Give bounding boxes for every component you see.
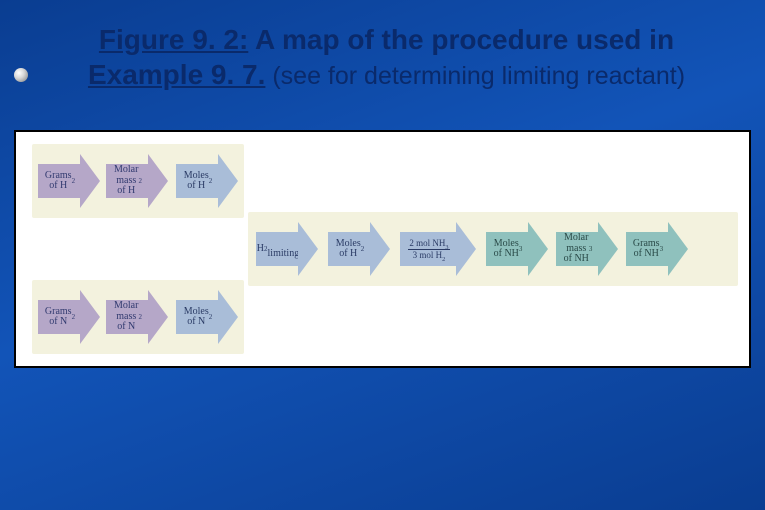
diagram-frame: Gramsof H2 Molarmassof H2 Molesof H2 Gramso… — [14, 130, 751, 368]
arrow-h2-limiting: H2limiting — [256, 222, 318, 276]
arrow-ratio: 2 mol NH33 mol H2 — [400, 222, 476, 276]
title-example-ref: Example 9. 7. — [88, 59, 265, 90]
arrow-head-grams-n2 — [80, 290, 100, 344]
arrow-head-mmass-nh3 — [598, 222, 618, 276]
arrow-label-mmass-n2: Molarmassof N2 — [106, 300, 148, 334]
arrow-label-mmass-h2: Molarmassof H2 — [106, 164, 148, 198]
arrow-moles-h2-1: Molesof H2 — [176, 154, 238, 208]
arrow-head-mmass-n2 — [148, 290, 168, 344]
arrow-label-ratio: 2 mol NH33 mol H2 — [400, 232, 456, 266]
arrow-mmass-h2: Molarmassof H2 — [106, 154, 168, 208]
slide-bullet — [14, 68, 28, 82]
title-subtext: (see for determining limiting reactant) — [265, 62, 685, 90]
arrow-mmass-n2: Molarmassof N2 — [106, 290, 168, 344]
arrow-head-h2-limiting — [298, 222, 318, 276]
arrow-label-grams-n2: Gramsof N2 — [38, 300, 80, 334]
arrow-head-moles-nh3 — [528, 222, 548, 276]
arrow-label-moles-h2-2: Molesof H2 — [328, 232, 370, 266]
arrow-label-moles-nh3: Molesof NH3 — [486, 232, 528, 266]
arrow-moles-h2-2: Molesof H2 — [328, 222, 390, 276]
arrow-head-grams-nh3 — [668, 222, 688, 276]
arrow-head-moles-h2-1 — [218, 154, 238, 208]
arrow-moles-nh3: Molesof NH3 — [486, 222, 548, 276]
title-fig-ref: Figure 9. 2: — [99, 24, 248, 55]
arrow-grams-n2: Gramsof N2 — [38, 290, 100, 344]
arrow-label-mmass-nh3: Molarmassof NH3 — [556, 232, 598, 266]
arrow-grams-nh3: Gramsof NH3 — [626, 222, 688, 276]
arrow-label-moles-n2: Molesof N2 — [176, 300, 218, 334]
arrow-head-mmass-h2 — [148, 154, 168, 208]
arrow-head-grams-h2 — [80, 154, 100, 208]
arrow-moles-n2: Molesof N2 — [176, 290, 238, 344]
arrow-head-moles-h2-2 — [370, 222, 390, 276]
slide-title: Figure 9. 2: A map of the procedure used… — [0, 0, 765, 92]
arrow-grams-h2: Gramsof H2 — [38, 154, 100, 208]
arrow-label-grams-nh3: Gramsof NH3 — [626, 232, 668, 266]
arrow-head-ratio — [456, 222, 476, 276]
title-text-1: A map of the procedure used in — [248, 24, 674, 55]
arrow-head-moles-n2 — [218, 290, 238, 344]
arrow-mmass-nh3: Molarmassof NH3 — [556, 222, 618, 276]
arrow-label-grams-h2: Gramsof H2 — [38, 164, 80, 198]
arrow-label-h2-limiting: H2limiting — [256, 232, 298, 266]
arrow-label-moles-h2-1: Molesof H2 — [176, 164, 218, 198]
